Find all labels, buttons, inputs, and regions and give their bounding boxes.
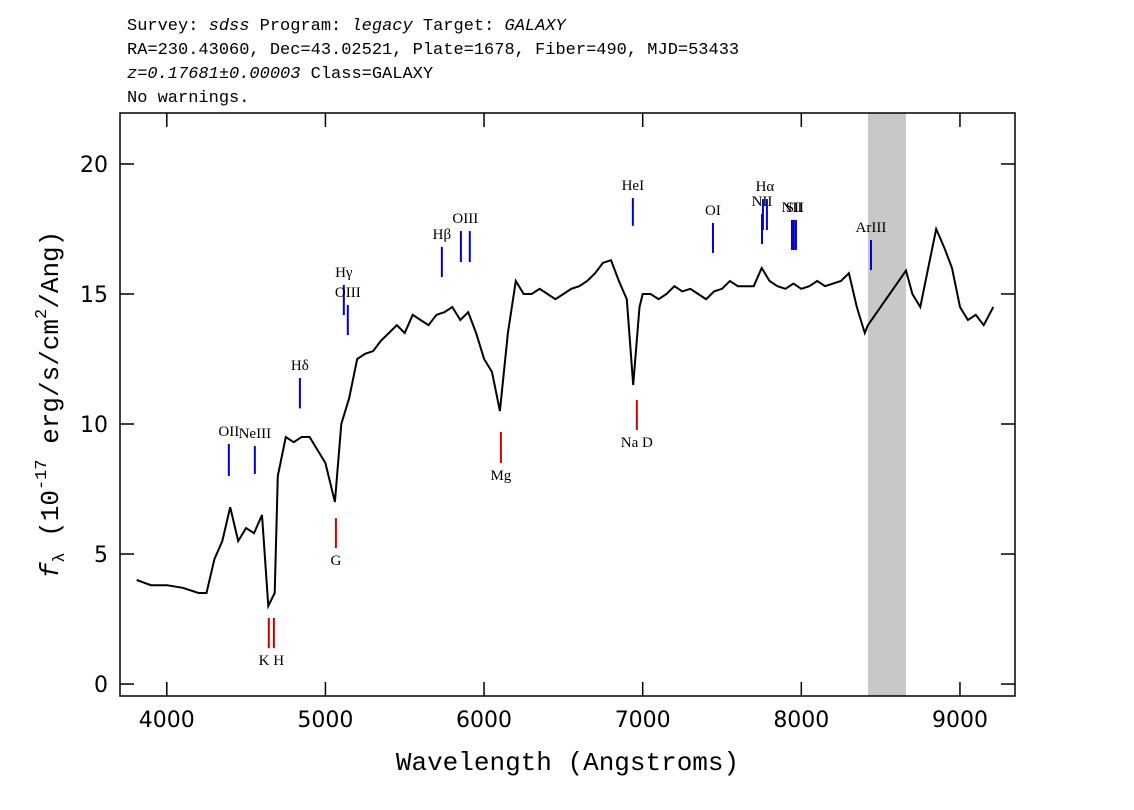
y-axis-label-part: λ xyxy=(51,552,70,562)
header-text: Program: xyxy=(249,17,351,36)
y-tick-label: 10 xyxy=(80,413,108,438)
x-tick-label: 7000 xyxy=(615,708,671,733)
spectral-line-label: NII xyxy=(782,200,803,216)
header-line: z=0.17681±0.00003 Class=GALAXY xyxy=(127,65,433,84)
spectral-line-label: Mg xyxy=(490,468,511,484)
y-tick-label: 5 xyxy=(94,543,108,568)
spectral-line-label: HeI xyxy=(622,178,645,194)
x-tick-label: 9000 xyxy=(932,708,988,733)
spectral-line-label: Na D xyxy=(621,435,653,451)
x-axis-label: Wavelength (Angstroms) xyxy=(396,748,739,778)
spectral-line-label: NeIII xyxy=(239,426,271,442)
y-axis-label-part: erg/s/cm xyxy=(36,319,66,459)
y-axis-label-part: 2 xyxy=(33,309,52,319)
masked-region xyxy=(867,113,907,696)
plot-frame xyxy=(119,112,1016,697)
header-text: GALAXY xyxy=(505,17,568,36)
header-line: No warnings. xyxy=(127,89,249,108)
y-tick-label: 0 xyxy=(94,673,108,698)
spectral-line-label: Hγ xyxy=(335,265,353,281)
x-tick-label: 6000 xyxy=(456,708,512,733)
y-axis-label-part: f xyxy=(36,561,66,578)
y-axis-label-part: /Ang) xyxy=(36,231,66,309)
spectrum-line xyxy=(136,225,995,610)
x-tick-label: 8000 xyxy=(773,708,829,733)
y-tick-label: 20 xyxy=(80,153,108,178)
y-axis-label: fλ (10-17 erg/s/cm2/Ang) xyxy=(33,231,70,579)
spectral-line-label: Hβ xyxy=(433,227,451,243)
spectral-line-label: G xyxy=(330,553,341,569)
spectral-line-label: SII xyxy=(786,200,804,216)
spectral-line-label: Hα xyxy=(756,179,775,195)
header-text: sdss xyxy=(209,17,250,36)
header-text: Class=GALAXY xyxy=(300,65,433,84)
spectral-line-label: Hδ xyxy=(291,358,309,374)
y-axis-label-part: (10 xyxy=(36,490,66,552)
spectral-line-label: OII xyxy=(218,424,239,440)
header-text: z=0.17681±0.00003 xyxy=(127,65,300,84)
header-text: Target: xyxy=(413,17,505,36)
header-text: RA=230.43060, Dec=43.02521, Plate=1678, … xyxy=(127,41,739,60)
header-text: No warnings. xyxy=(127,89,249,108)
header-text: legacy xyxy=(351,17,413,36)
spectral-line-label: OIII xyxy=(335,285,361,301)
x-tick-label: 5000 xyxy=(297,708,353,733)
y-tick-label: 15 xyxy=(80,283,108,308)
header-text: Survey: xyxy=(127,17,209,36)
spectral-line-label: OI xyxy=(705,203,721,219)
spectral-line-label: K H xyxy=(259,653,285,669)
x-tick-label: 4000 xyxy=(139,708,195,733)
spectral-line-label: ArIII xyxy=(856,220,887,236)
y-axis-label-part: -17 xyxy=(33,459,52,490)
spectral-line-label: OIII xyxy=(452,211,478,227)
header-line: RA=230.43060, Dec=43.02521, Plate=1678, … xyxy=(127,41,739,60)
header-line: Survey: sdss Program: legacy Target: GAL… xyxy=(127,17,568,36)
